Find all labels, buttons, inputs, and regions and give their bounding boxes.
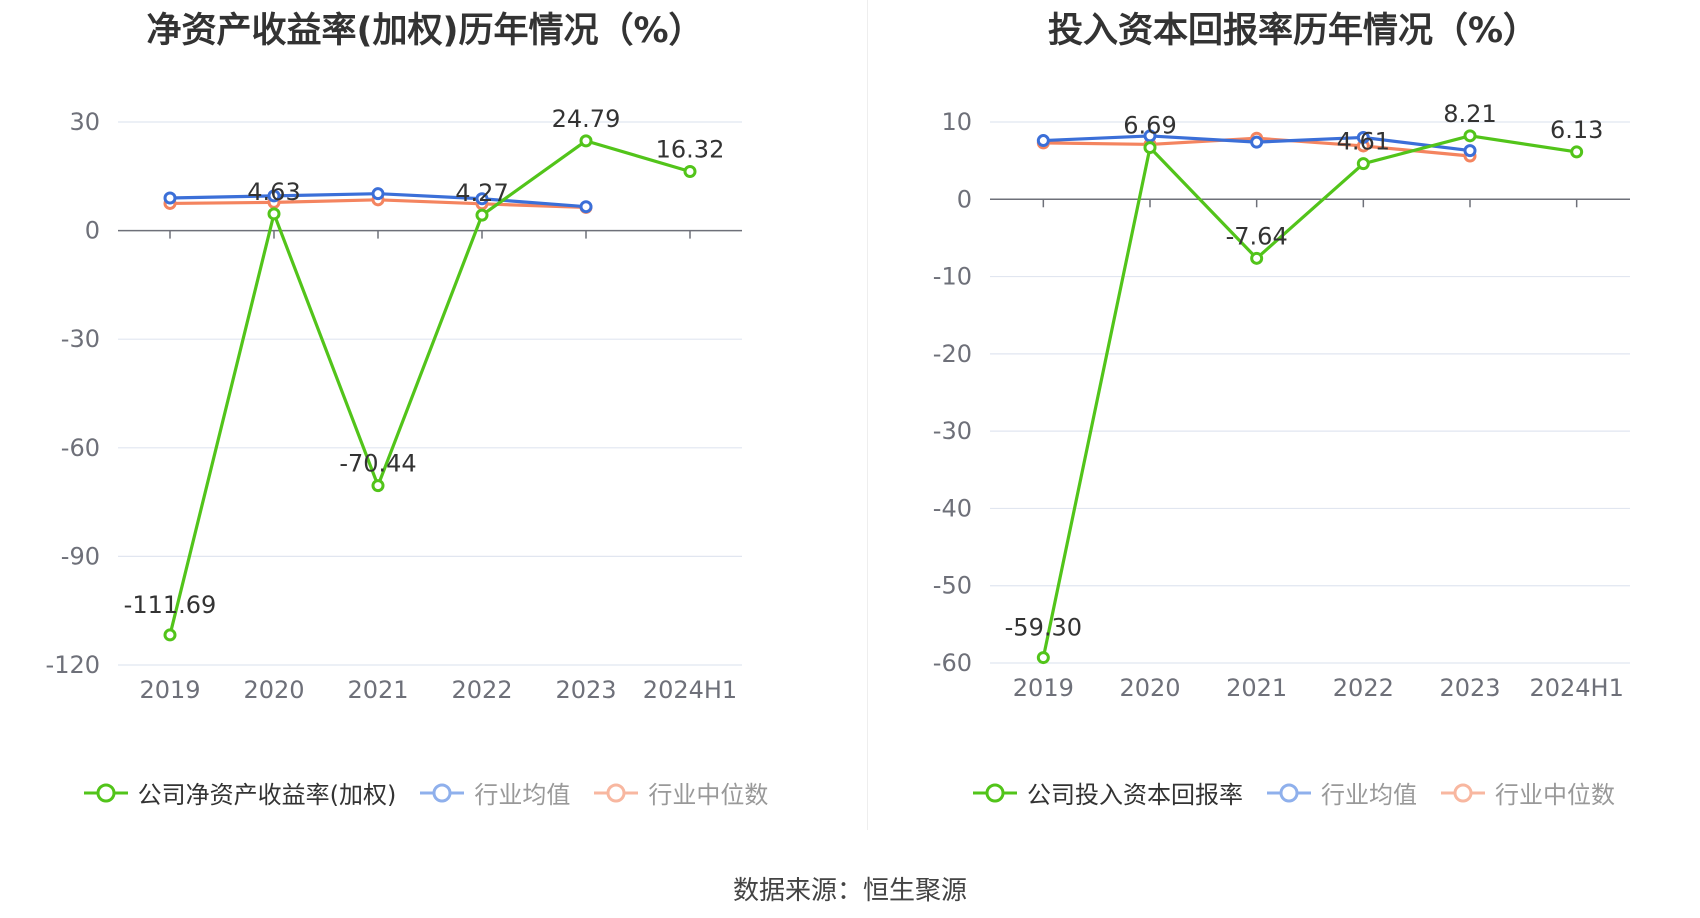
x-tick-label: 2022 xyxy=(451,676,512,704)
data-label: -7.64 xyxy=(1226,222,1288,250)
x-tick-label: 2024H1 xyxy=(643,676,737,704)
data-label: -111.69 xyxy=(124,591,217,619)
data-point xyxy=(371,187,385,201)
y-tick-label: 30 xyxy=(69,108,100,136)
data-point xyxy=(1463,129,1477,143)
x-tick-label: 2020 xyxy=(243,676,304,704)
legend-item-industry-median[interactable]: 行业中位数 xyxy=(1439,775,1615,810)
data-label: 6.13 xyxy=(1550,116,1603,144)
y-tick-label: 10 xyxy=(941,108,972,136)
x-tick-label: 2023 xyxy=(1439,674,1500,702)
y-tick-label: -30 xyxy=(933,417,972,445)
legend-line-circle-icon xyxy=(594,783,639,802)
legend-line-circle-icon xyxy=(1441,783,1485,802)
data-point xyxy=(683,165,697,179)
data-point xyxy=(579,200,593,214)
series-line xyxy=(1041,134,1577,658)
data-label: 24.79 xyxy=(552,105,621,133)
series-line xyxy=(168,139,691,636)
panel-divider xyxy=(867,0,868,830)
y-tick-label: -120 xyxy=(46,651,100,679)
data-point xyxy=(1570,145,1584,159)
y-tick-label: -30 xyxy=(61,325,100,353)
data-label: 4.63 xyxy=(247,178,300,206)
legend-line-circle-icon xyxy=(83,783,128,802)
roic-chart-plot: 10 0 -10 -20 -30 -40 -50 -60 2019 2020 2021 2022 202… xyxy=(933,100,1630,702)
x-tick-label: 2019 xyxy=(139,676,200,704)
data-point xyxy=(371,479,385,493)
x-tick-label: 2024H1 xyxy=(1529,674,1623,702)
y-tick-label: -40 xyxy=(933,494,972,522)
data-point xyxy=(267,207,281,221)
data-point xyxy=(267,189,281,203)
y-tick-label: 0 xyxy=(85,217,100,245)
y-tick-label: -10 xyxy=(933,263,972,291)
legend-item-company-roe[interactable]: 公司净资产收益率(加权) xyxy=(82,775,397,810)
data-source-note: 数据来源：恒生聚源 xyxy=(732,876,967,906)
data-label: -59.30 xyxy=(1005,614,1082,642)
roic-chart-title: 投入资本回报率历年情况（%） xyxy=(1047,11,1539,51)
legend-label: 公司投入资本回报率 xyxy=(1027,781,1243,809)
y-tick-label: -50 xyxy=(933,572,972,600)
legend-line-circle-icon xyxy=(420,783,465,802)
legend-item-company-roic[interactable]: 公司投入资本回报率 xyxy=(971,775,1243,810)
x-tick-label: 2021 xyxy=(1226,674,1287,702)
legend-line-circle-icon xyxy=(973,783,1017,802)
y-tick-label: 0 xyxy=(957,185,972,213)
legend-label: 公司净资产收益率(加权) xyxy=(137,781,397,809)
y-tick-label: -20 xyxy=(933,340,972,368)
data-point xyxy=(1463,144,1477,158)
y-tick-label: -90 xyxy=(61,542,100,570)
data-point xyxy=(579,134,593,148)
roe-chart-title: 净资产收益率(加权)历年情况（%） xyxy=(146,11,704,51)
data-point xyxy=(1143,129,1157,143)
roe-chart-legend: 公司净资产收益率(加权) 行业均值 行业中位数 xyxy=(0,775,850,810)
data-point xyxy=(163,628,177,642)
roic-chart-panel: 投入资本回报率历年情况（%） 10 0 -10 -20 -30 -40 -50 -60 2019… xyxy=(868,0,1700,830)
roe-chart-panel: 净资产收益率(加权)历年情况（%） 30 0 -30 -60 -90 -120 2019 20… xyxy=(0,0,850,830)
data-point xyxy=(1250,135,1264,149)
x-tick-label: 2019 xyxy=(1013,674,1074,702)
x-tick-label: 2022 xyxy=(1333,674,1394,702)
data-point xyxy=(475,192,489,206)
data-point xyxy=(1036,651,1050,665)
data-label: 8.21 xyxy=(1443,100,1496,128)
data-point xyxy=(1356,130,1370,144)
data-point xyxy=(1143,141,1157,155)
data-point xyxy=(1250,251,1264,265)
data-label: 4.27 xyxy=(455,179,508,207)
roe-chart-plot: 30 0 -30 -60 -90 -120 2019 2020 2021 2022 2023 2024… xyxy=(46,105,742,704)
legend-label: 行业中位数 xyxy=(1495,781,1615,809)
data-label: 4.61 xyxy=(1337,128,1390,156)
x-tick-label: 2023 xyxy=(555,676,616,704)
legend-item-industry-avg[interactable]: 行业均值 xyxy=(1265,775,1417,810)
data-label: 6.69 xyxy=(1123,112,1176,140)
legend-line-circle-icon xyxy=(1267,783,1311,802)
x-tick-label: 2020 xyxy=(1119,674,1180,702)
x-tick-label: 2021 xyxy=(347,676,408,704)
data-label: 16.32 xyxy=(656,136,725,164)
legend-label: 行业均值 xyxy=(474,781,571,809)
legend-label: 行业中位数 xyxy=(648,781,769,809)
data-point xyxy=(163,191,177,205)
y-tick-label: -60 xyxy=(61,434,100,462)
legend-item-industry-median[interactable]: 行业中位数 xyxy=(592,775,768,810)
data-point xyxy=(1036,134,1050,148)
data-point xyxy=(1356,157,1370,171)
data-point xyxy=(475,208,489,222)
data-label: -70.44 xyxy=(339,450,416,478)
y-tick-label: -60 xyxy=(933,649,972,677)
legend-item-industry-avg[interactable]: 行业均值 xyxy=(418,775,570,810)
roic-chart-legend: 公司投入资本回报率 行业均值 行业中位数 xyxy=(868,775,1700,810)
legend-label: 行业均值 xyxy=(1321,781,1417,809)
